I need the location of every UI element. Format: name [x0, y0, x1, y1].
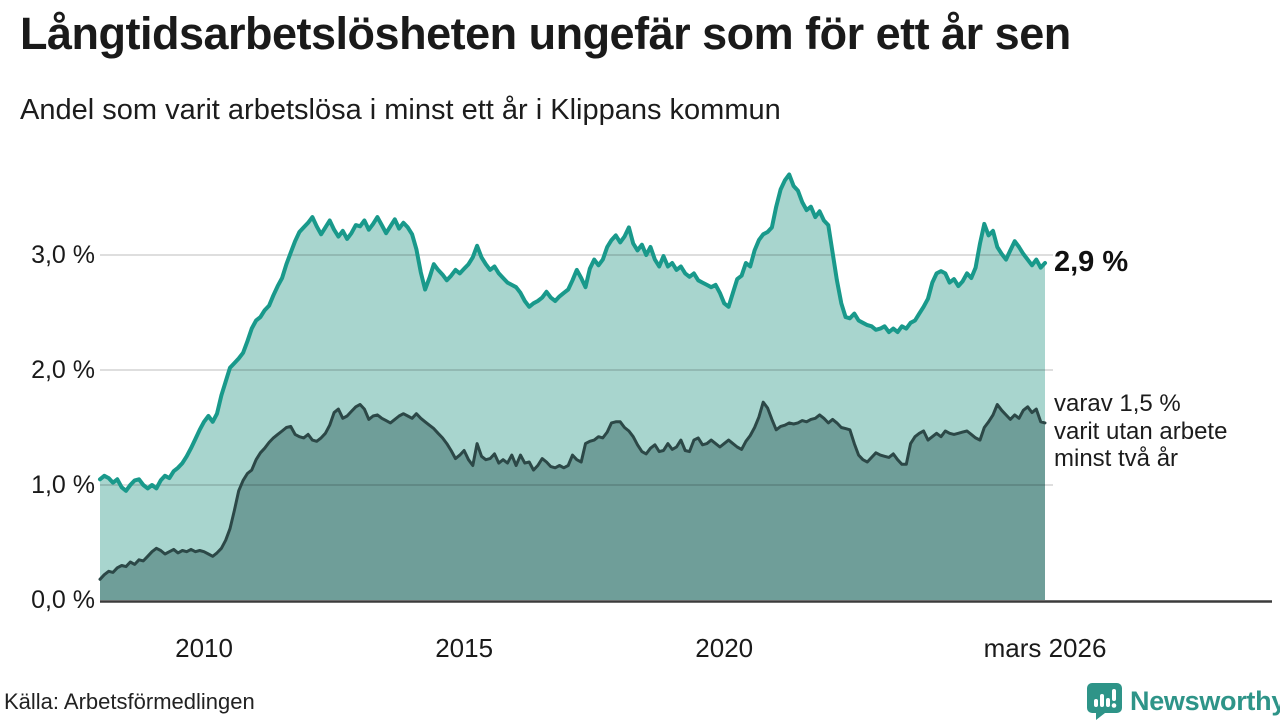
newsworthy-logo: Newsworthy [1086, 682, 1280, 720]
y-tick-label-2: 2,0 % [31, 356, 95, 384]
series-end-label-secondary-line1: varav 1,5 % [1054, 390, 1181, 417]
series-line-two-years [98, 400, 1047, 581]
y-tick-label-0: 0,0 % [31, 586, 95, 614]
source-note: Källa: Arbetsförmedlingen [4, 689, 255, 714]
y-tick-label-1: 1,0 % [31, 471, 95, 499]
newsworthy-logo-icon [1086, 682, 1123, 720]
newsworthy-logo-text: Newsworthy [1130, 685, 1280, 716]
chart-title: Långtidsarbetslösheten ungefär som för e… [20, 8, 1071, 59]
series-end-label-primary: 2,9 % [1054, 246, 1129, 279]
series-end-label-secondary: varav 1,5 % varit utan arbete minst två … [1054, 390, 1227, 473]
x-tick-label-2020: 2020 [695, 633, 754, 663]
speech-bubble-shape [1087, 683, 1122, 720]
series-end-label-secondary-line3: minst två år [1054, 445, 1179, 472]
series-end-label-secondary-line2: varit utan arbete [1054, 417, 1228, 445]
chart-subtitle: Andel som varit arbetslösa i minst ett å… [20, 94, 781, 126]
x-tick-label-2010: 2010 [175, 633, 233, 663]
y-tick-label-3: 3,0 % [31, 241, 95, 269]
x-tick-label-mars-2026: mars 2026 [983, 633, 1107, 663]
series-line-one-year [98, 172, 1047, 493]
x-tick-label-2015: 2015 [435, 633, 494, 663]
area-fill-two-years [100, 402, 1045, 600]
